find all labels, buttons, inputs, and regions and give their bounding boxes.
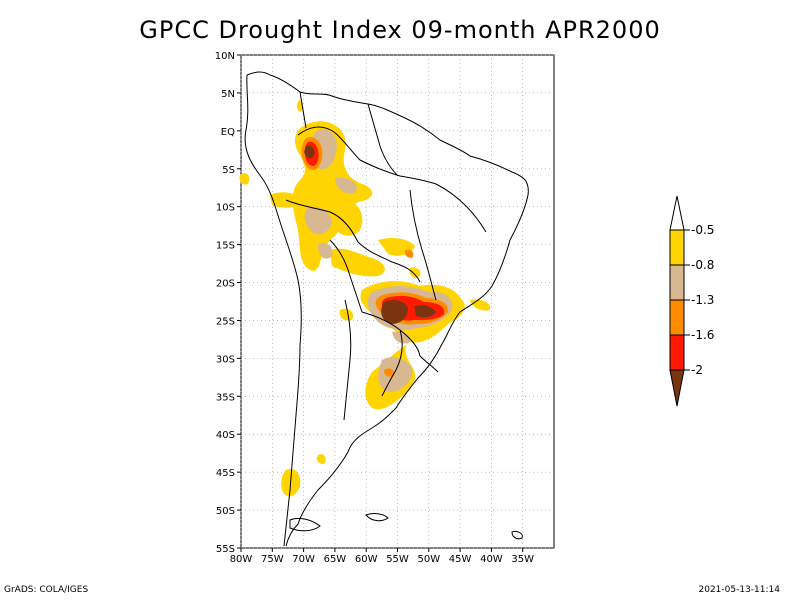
- legend-triangle-top: [669, 195, 685, 231]
- lat-tick-label: 10S: [216, 203, 235, 214]
- lat-tick-label: 30S: [216, 354, 235, 365]
- map-title: GPCC Drought Index 09-month APR2000: [139, 16, 661, 44]
- shade-band-below-minus-2: [304, 145, 436, 324]
- legend-band-4: [669, 334, 685, 371]
- lon-tick-label: 60W: [355, 554, 378, 565]
- lat-tick-label: 5N: [221, 89, 235, 100]
- footer-credit: GrADS: COLA/IGES: [4, 585, 89, 595]
- lat-tick-label: 50S: [216, 506, 235, 517]
- tierra-del-fuego: [289, 513, 523, 540]
- color-bar-legend: -0.5 -0.8 -1.3 -1.6 -2: [669, 195, 714, 407]
- lat-tick-label: 10N: [215, 51, 235, 62]
- lon-tick-label: 45W: [449, 554, 472, 565]
- drought-shading: [239, 100, 491, 497]
- legend-threshold-label: -2: [691, 363, 703, 377]
- coastlines-and-borders: [244, 71, 529, 547]
- legend-threshold-label: -0.8: [691, 258, 714, 272]
- lat-tick-label: 15S: [216, 241, 235, 252]
- lat-tick-label: 35S: [216, 392, 235, 403]
- lat-tick-label: 20S: [216, 279, 235, 290]
- latitude-axis: 10N 5N EQ 5S 10S 15S 20S 25S 30S 35S 40S 45S 50S 55S: [215, 51, 241, 555]
- lat-tick-label: 40S: [216, 430, 235, 441]
- lon-tick-label: 35W: [511, 554, 534, 565]
- lat-tick-label: 45S: [216, 468, 235, 479]
- legend-band-1: [669, 229, 685, 266]
- lon-tick-label: 75W: [261, 554, 284, 565]
- lat-tick-label: 25S: [216, 316, 235, 327]
- legend-threshold-label: -1.6: [691, 328, 714, 342]
- lon-tick-label: 40W: [480, 554, 503, 565]
- legend-band-3: [669, 299, 685, 336]
- lat-tick-label: 5S: [222, 165, 235, 176]
- footer-timestamp: 2021-05-13-11:14: [698, 585, 781, 595]
- lon-tick-label: 55W: [386, 554, 409, 565]
- legend-threshold-label: -1.3: [691, 293, 714, 307]
- legend-band-2: [669, 264, 685, 301]
- lon-tick-label: 70W: [292, 554, 315, 565]
- lat-tick-label: 55S: [216, 544, 235, 555]
- lat-tick-label: EQ: [221, 127, 235, 138]
- lon-tick-label: 65W: [324, 554, 347, 565]
- lon-tick-label: 50W: [417, 554, 440, 565]
- longitude-axis: 80W 75W 70W 65W 60W 55W 50W 45W 40W 35W: [230, 548, 534, 565]
- legend-threshold-label: -0.5: [691, 223, 714, 237]
- lon-tick-label: 80W: [230, 554, 253, 565]
- legend-triangle-bottom: [669, 369, 685, 407]
